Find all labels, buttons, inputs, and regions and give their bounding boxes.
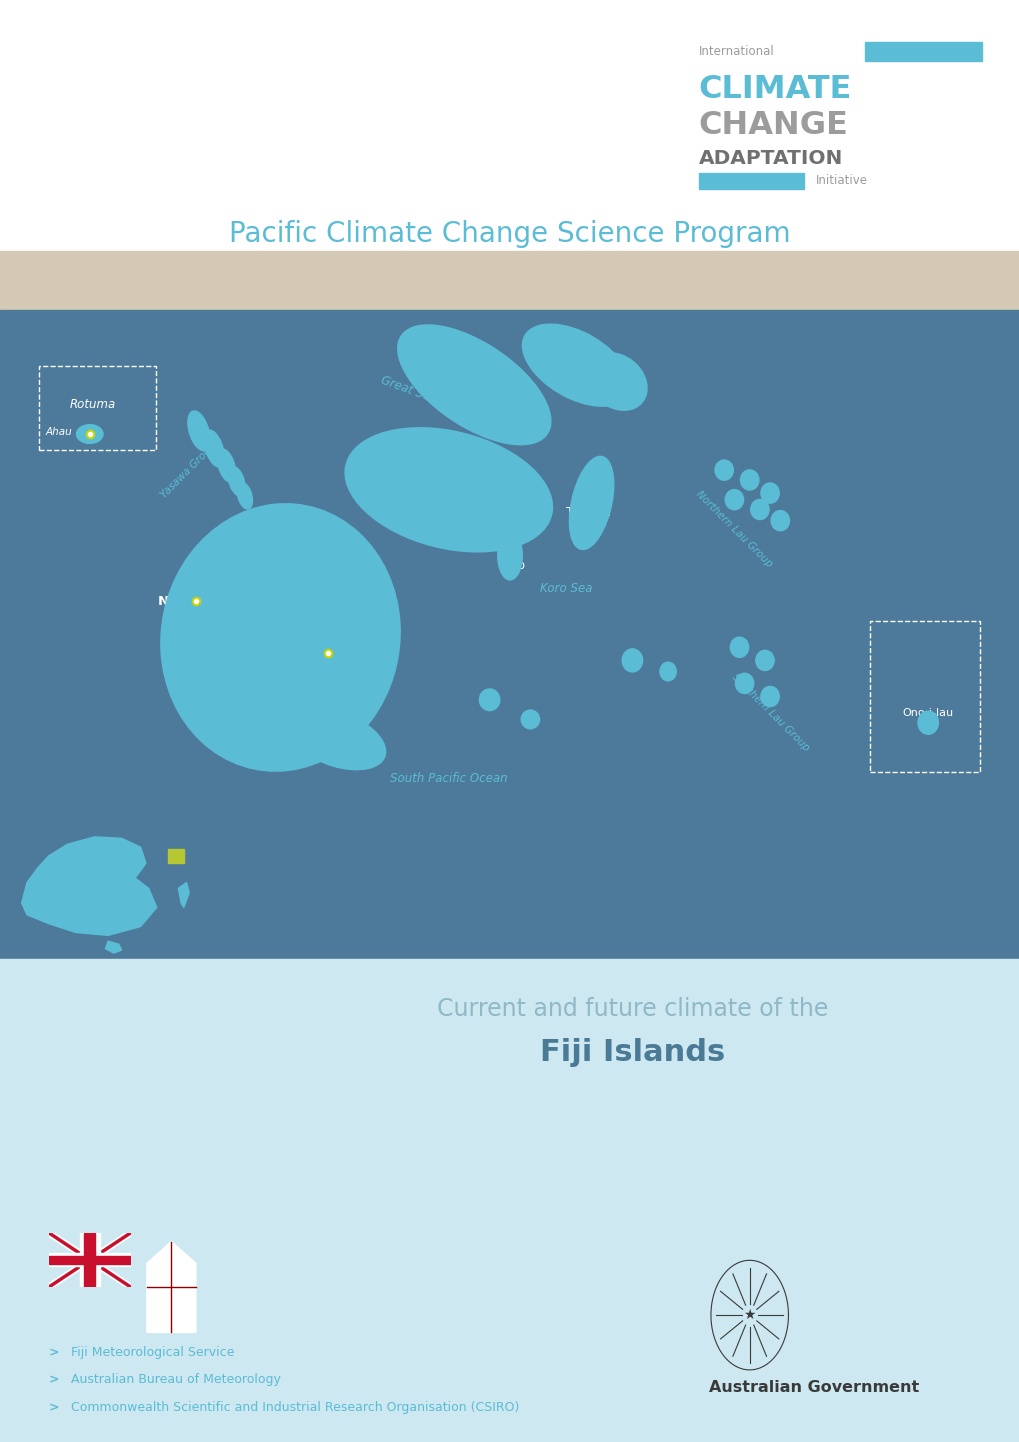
Ellipse shape (735, 673, 753, 694)
Ellipse shape (714, 460, 733, 480)
Ellipse shape (569, 456, 613, 549)
Text: ADAPTATION: ADAPTATION (698, 149, 843, 169)
Ellipse shape (161, 503, 399, 771)
Text: Bligh Water: Bligh Water (226, 529, 293, 542)
Text: International: International (698, 45, 773, 59)
Ellipse shape (344, 428, 552, 552)
Ellipse shape (770, 510, 789, 531)
Text: Northern Lau Group: Northern Lau Group (694, 489, 773, 570)
Text: Ahau: Ahau (46, 427, 72, 437)
Text: Yasawa Group: Yasawa Group (159, 441, 218, 499)
Text: ★: ★ (743, 1308, 755, 1322)
Text: Viti Levu: Viti Levu (219, 647, 270, 660)
Bar (167, 848, 183, 864)
Bar (0, 251, 1019, 310)
Ellipse shape (338, 580, 365, 609)
Ellipse shape (397, 324, 550, 444)
Ellipse shape (725, 489, 743, 510)
Text: Australian Government: Australian Government (708, 1380, 918, 1394)
Text: >: > (49, 1400, 59, 1415)
Polygon shape (147, 1242, 196, 1332)
Bar (0, 0, 1019, 251)
Ellipse shape (204, 430, 224, 467)
Text: Fiji Islands: Fiji Islands (539, 1038, 725, 1067)
Bar (84, 1233, 96, 1286)
Ellipse shape (479, 689, 499, 711)
Text: Kadavu: Kadavu (311, 735, 355, 748)
Text: CHANGE: CHANGE (698, 110, 848, 141)
Text: Initiative: Initiative (815, 173, 867, 187)
Bar (864, 42, 981, 61)
Text: Commonwealth Scientific and Industrial Research Organisation (CSIRO): Commonwealth Scientific and Industrial R… (71, 1400, 520, 1415)
Text: Southern Lau Group: Southern Lau Group (729, 672, 810, 754)
Ellipse shape (187, 411, 210, 450)
Ellipse shape (587, 353, 646, 411)
Ellipse shape (236, 483, 253, 509)
Ellipse shape (373, 597, 391, 619)
Bar (39, 366, 156, 450)
Text: Vanua Levu: Vanua Levu (413, 493, 481, 506)
Text: Fiji Meteorological Service: Fiji Meteorological Service (71, 1345, 234, 1360)
Text: Current and future climate of the: Current and future climate of the (436, 998, 827, 1021)
Ellipse shape (917, 711, 937, 734)
Bar (0, 959, 1019, 1442)
Text: Australian Bureau of Meteorology: Australian Bureau of Meteorology (71, 1373, 281, 1387)
Ellipse shape (217, 448, 235, 482)
Ellipse shape (730, 637, 748, 658)
Text: Rotuma: Rotuma (69, 398, 115, 411)
Bar (49, 1253, 130, 1266)
Bar (869, 620, 979, 771)
Ellipse shape (228, 467, 245, 496)
Ellipse shape (497, 531, 522, 580)
Ellipse shape (76, 424, 103, 444)
Ellipse shape (351, 692, 373, 715)
Ellipse shape (740, 470, 758, 490)
Text: Great Sea Reef: Great Sea Reef (379, 373, 467, 417)
Text: CLIMATE: CLIMATE (698, 74, 851, 105)
Bar (0, 310, 1019, 959)
Polygon shape (105, 942, 121, 953)
Ellipse shape (522, 324, 630, 407)
Text: >: > (49, 1373, 59, 1387)
Ellipse shape (760, 686, 779, 707)
Text: Ono-i-lau: Ono-i-lau (902, 708, 953, 718)
Text: Koro Sea: Koro Sea (539, 581, 592, 594)
Text: SUVA: SUVA (331, 647, 371, 660)
Ellipse shape (521, 709, 539, 728)
Polygon shape (21, 836, 157, 936)
Ellipse shape (287, 708, 385, 770)
Text: >: > (49, 1345, 59, 1360)
Bar (79, 1233, 100, 1286)
Text: Nadi: Nadi (158, 596, 193, 609)
Ellipse shape (760, 483, 779, 503)
Text: Pacific Climate Change Science Program: Pacific Climate Change Science Program (229, 219, 790, 248)
Text: Taveuni: Taveuni (566, 506, 610, 519)
Ellipse shape (622, 649, 642, 672)
Polygon shape (178, 883, 190, 907)
Ellipse shape (659, 662, 676, 681)
Bar (698, 173, 803, 189)
Text: South Pacific Ocean: South Pacific Ocean (389, 771, 507, 784)
Ellipse shape (750, 499, 768, 519)
Bar (49, 1256, 130, 1263)
Text: Koro: Koro (499, 558, 525, 572)
Ellipse shape (755, 650, 773, 671)
